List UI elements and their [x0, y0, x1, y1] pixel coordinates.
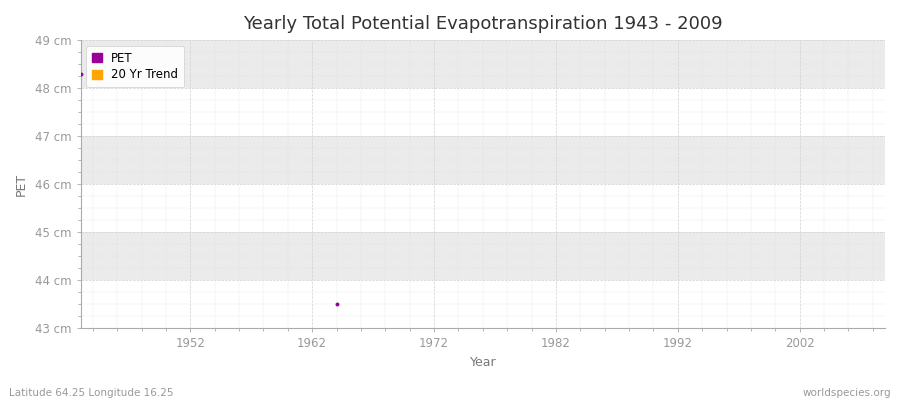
- Point: [329, 301, 344, 308]
- Bar: [81, 88, 885, 136]
- Text: worldspecies.org: worldspecies.org: [803, 388, 891, 398]
- Y-axis label: PET: PET: [15, 173, 28, 196]
- Bar: [81, 280, 885, 328]
- Title: Yearly Total Potential Evapotranspiration 1943 - 2009: Yearly Total Potential Evapotranspiratio…: [243, 15, 723, 33]
- Point: [74, 70, 88, 77]
- X-axis label: Year: Year: [470, 356, 496, 369]
- Legend: PET, 20 Yr Trend: PET, 20 Yr Trend: [86, 46, 184, 87]
- Bar: [81, 184, 885, 232]
- Bar: [81, 40, 885, 88]
- Bar: [81, 232, 885, 280]
- Text: Latitude 64.25 Longitude 16.25: Latitude 64.25 Longitude 16.25: [9, 388, 174, 398]
- Bar: [81, 136, 885, 184]
